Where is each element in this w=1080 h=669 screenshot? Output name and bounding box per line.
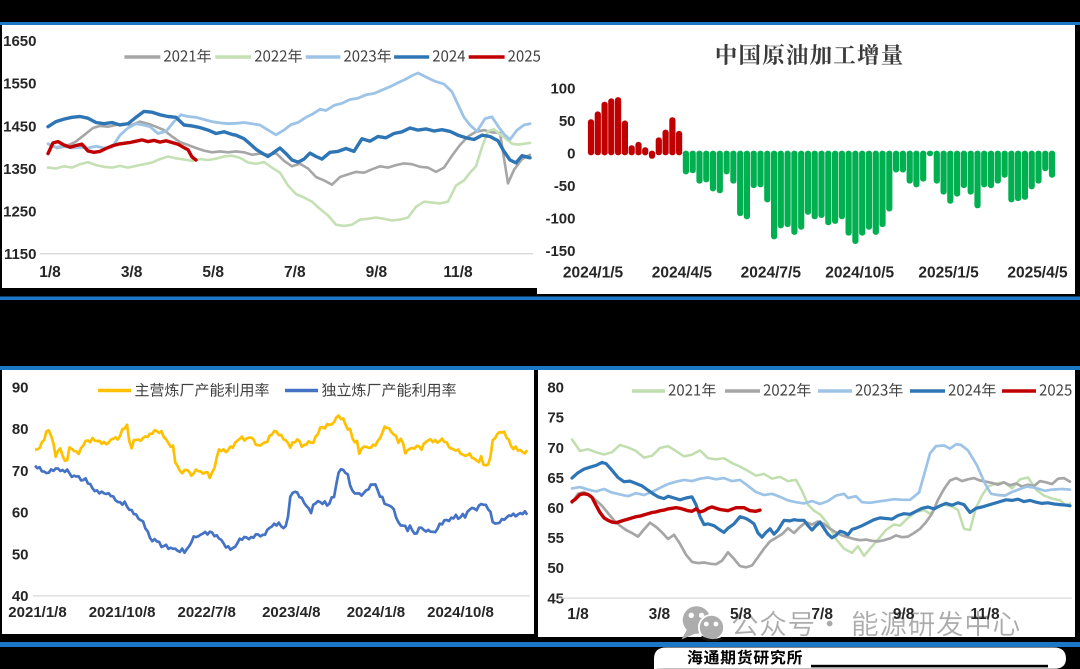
svg-text:55: 55 <box>547 530 564 547</box>
svg-text:60: 60 <box>12 505 29 522</box>
svg-text:2024/7/5: 2024/7/5 <box>741 265 802 282</box>
svg-text:9/8: 9/8 <box>366 264 388 281</box>
svg-text:50: 50 <box>547 560 564 577</box>
svg-text:11/8: 11/8 <box>443 264 473 281</box>
svg-text:100: 100 <box>550 81 575 98</box>
svg-text:80: 80 <box>547 380 564 397</box>
svg-text:2024/1/5: 2024/1/5 <box>563 265 624 282</box>
svg-text:1/8: 1/8 <box>39 264 61 281</box>
svg-text:7/8: 7/8 <box>811 606 833 623</box>
svg-text:2024/10/8: 2024/10/8 <box>427 604 494 621</box>
svg-text:90: 90 <box>12 379 29 396</box>
svg-text:2024/10/5: 2024/10/5 <box>825 265 894 282</box>
svg-text:65: 65 <box>547 470 564 487</box>
svg-text:0: 0 <box>567 146 575 163</box>
svg-text:5/8: 5/8 <box>202 264 224 281</box>
svg-text:5/8: 5/8 <box>730 606 752 623</box>
svg-text:2023/4/8: 2023/4/8 <box>262 604 320 621</box>
svg-text:1650: 1650 <box>3 33 36 50</box>
svg-text:2022/7/8: 2022/7/8 <box>178 604 236 621</box>
svg-text:11/8: 11/8 <box>970 606 1000 623</box>
svg-text:3/8: 3/8 <box>121 264 143 281</box>
svg-text:1250: 1250 <box>3 203 36 220</box>
svg-text:2021/1/8: 2021/1/8 <box>8 604 66 621</box>
svg-text:50: 50 <box>559 113 576 130</box>
svg-text:-50: -50 <box>554 178 576 195</box>
svg-text:1150: 1150 <box>4 246 37 263</box>
svg-text:3/8: 3/8 <box>649 606 671 623</box>
svg-text:9/8: 9/8 <box>893 606 915 623</box>
svg-text:2021/10/8: 2021/10/8 <box>89 604 156 621</box>
svg-text:75: 75 <box>547 410 564 427</box>
svg-text:-100: -100 <box>545 211 575 228</box>
svg-text:70: 70 <box>547 440 564 457</box>
svg-text:70: 70 <box>12 463 29 480</box>
svg-text:45: 45 <box>547 590 564 607</box>
svg-text:2024/1/8: 2024/1/8 <box>347 604 405 621</box>
svg-text:2025/4/5: 2025/4/5 <box>1007 265 1068 282</box>
svg-text:1550: 1550 <box>3 76 36 93</box>
svg-text:1450: 1450 <box>3 118 36 135</box>
svg-text:1350: 1350 <box>3 161 36 178</box>
svg-text:1/8: 1/8 <box>567 606 589 623</box>
svg-text:2024/4/5: 2024/4/5 <box>652 265 713 282</box>
svg-text:7/8: 7/8 <box>284 264 306 281</box>
svg-text:60: 60 <box>547 500 564 517</box>
svg-text:50: 50 <box>12 546 29 563</box>
svg-text:40: 40 <box>12 588 29 605</box>
svg-text:80: 80 <box>12 421 29 438</box>
svg-text:-150: -150 <box>545 243 575 260</box>
svg-text:2025/1/5: 2025/1/5 <box>918 265 979 282</box>
